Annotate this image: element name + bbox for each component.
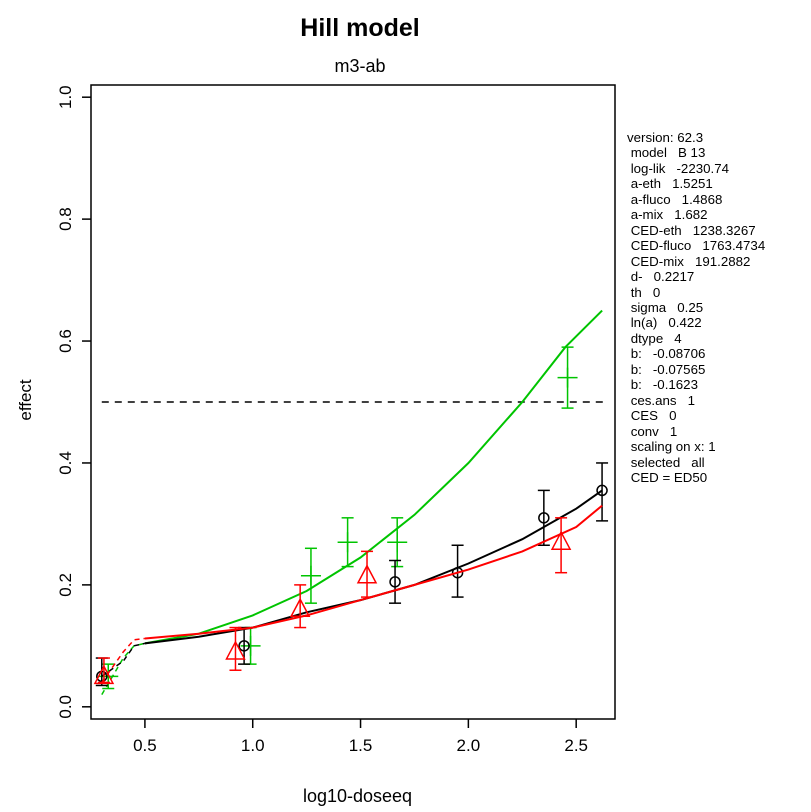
- info-line: CES 0: [627, 408, 677, 424]
- data-point: [93, 664, 115, 685]
- x-tick-label: 0.5: [133, 736, 157, 755]
- data-point: [289, 597, 311, 618]
- info-line: CED-mix 191.2882: [627, 253, 751, 269]
- info-line: a-fluco 1.4868: [627, 191, 723, 207]
- y-axis-label: effect: [16, 379, 35, 421]
- chart-title: Hill model: [300, 14, 420, 42]
- series-curve: [144, 489, 603, 645]
- info-line: th 0: [627, 284, 661, 300]
- info-line: sigma 0.25: [627, 299, 704, 315]
- info-line: b: -0.07565: [627, 361, 706, 377]
- info-line: b: -0.1623: [627, 377, 698, 393]
- series-curve: [144, 504, 603, 640]
- x-tick-label: 2.5: [564, 736, 588, 755]
- series-group: [93, 309, 609, 695]
- chart-subtitle: m3-ab: [334, 56, 386, 76]
- info-line: CED-eth 1238.3267: [627, 222, 756, 238]
- data-point: [538, 512, 550, 524]
- series-curve-dashed: [101, 637, 145, 683]
- y-tick-label: 1.0: [56, 85, 75, 109]
- data-point: [451, 566, 464, 579]
- plot-frame: [90, 84, 616, 720]
- x-axis-label: log10-doseeq: [302, 786, 413, 806]
- info-line: conv 1: [627, 423, 678, 439]
- info-line: ln(a) 0.422: [627, 315, 702, 331]
- data-point: [225, 640, 246, 660]
- info-line: a-eth 1.5251: [627, 176, 713, 192]
- info-line: version: 62.3: [627, 130, 704, 145]
- y-tick-label: 0.0: [56, 695, 75, 719]
- info-line: b: -0.08706: [627, 346, 706, 362]
- data-point: [550, 530, 572, 550]
- data-point: [238, 640, 250, 652]
- info-line: a-mix 1.682: [627, 207, 708, 223]
- info-line: scaling on x: 1: [627, 439, 716, 455]
- info-line: dtype 4: [627, 330, 682, 346]
- series-curve-dashed: [101, 642, 146, 677]
- axes-group: 0.5 1.0 1.5 2.0 2.5 0.0 0.2 0.4 0.6 0.8 1.0: [56, 85, 588, 755]
- info-line: CED = ED50: [627, 469, 708, 485]
- info-line: model B 13: [627, 145, 706, 161]
- x-tick-label: 1.5: [349, 736, 373, 755]
- info-line: CED-fluco 1763.4734: [627, 238, 766, 254]
- data-point: [596, 484, 608, 497]
- series-curve: [144, 309, 603, 645]
- y-tick-label: 0.8: [56, 207, 75, 231]
- y-tick-label: 0.6: [56, 329, 75, 353]
- data-point: [389, 576, 401, 588]
- info-line: selected all: [627, 454, 705, 470]
- data-point: [356, 564, 378, 584]
- info-line: d- 0.2217: [627, 269, 695, 285]
- y-tick-label: 0.2: [56, 573, 75, 597]
- info-line: log-lik -2230.74: [627, 160, 729, 176]
- y-tick-label: 0.4: [56, 451, 75, 475]
- model-info-panel: version: 62.3 model B 13 log-lik -2230.7…: [627, 130, 765, 485]
- x-tick-label: 2.0: [457, 736, 481, 755]
- x-tick-label: 1.0: [241, 736, 265, 755]
- info-line: ces.ans 1: [627, 392, 695, 408]
